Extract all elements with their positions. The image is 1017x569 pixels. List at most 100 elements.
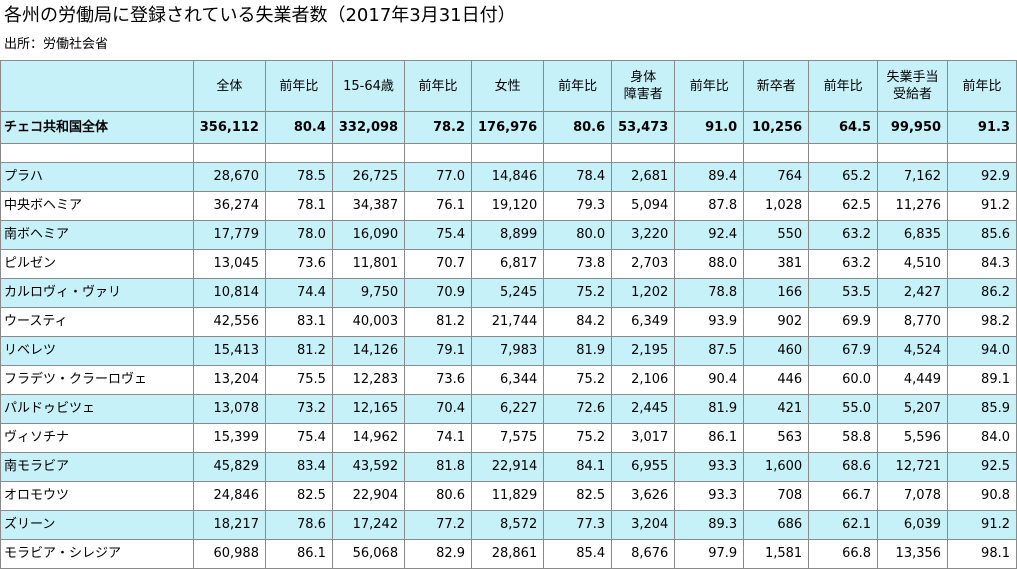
table-cell: 7,575 xyxy=(471,423,545,453)
column-header: 前年比 xyxy=(808,60,879,112)
column-header: 前年比 xyxy=(404,60,473,112)
table-cell: 82.5 xyxy=(543,481,613,511)
table-cell: 91.3 xyxy=(947,111,1017,144)
table-cell: 98.2 xyxy=(947,307,1017,337)
table-cell: 4,449 xyxy=(877,365,949,395)
table-cell: 63.2 xyxy=(808,249,879,279)
table-cell: 86.1 xyxy=(264,539,333,569)
table-cell: 86.2 xyxy=(947,278,1017,308)
table-cell: 77.3 xyxy=(543,510,613,540)
spacer-cell xyxy=(404,143,473,163)
table-cell: 78.8 xyxy=(674,278,745,308)
table-cell: 7,983 xyxy=(471,336,545,366)
table-cell: 83.1 xyxy=(264,307,333,337)
table-cell: 85.6 xyxy=(947,220,1017,250)
table-cell: 89.4 xyxy=(674,162,745,192)
table-cell: 63.2 xyxy=(808,220,879,250)
table-cell: 73.8 xyxy=(543,249,613,279)
table-cell: 91.2 xyxy=(947,191,1017,221)
table-cell: 81.8 xyxy=(404,452,473,482)
region-name: ズリーン xyxy=(0,510,194,540)
table-cell: 79.3 xyxy=(543,191,613,221)
table-row: ピルゼン 13,045 73.6 11,801 70.7 6,817 73.8 2,703 88… xyxy=(0,249,1017,279)
region-name: プラハ xyxy=(0,162,194,192)
table-cell: 58.8 xyxy=(808,423,879,453)
column-header: 新卒者 xyxy=(743,60,810,112)
table-cell: 98.1 xyxy=(947,539,1017,569)
table-cell: 70.4 xyxy=(404,394,473,424)
table-cell: 87.8 xyxy=(674,191,745,221)
table-cell: 80.6 xyxy=(404,481,473,511)
table-cell: 1,202 xyxy=(611,278,676,308)
table-cell: 24,846 xyxy=(192,481,266,511)
table-cell: 75.2 xyxy=(543,365,613,395)
table-row: フラデツ・クラーロヴェ 13,204 75.5 12,283 73.6 6,344 75.2… xyxy=(0,365,1017,395)
table-cell: 14,962 xyxy=(331,423,406,453)
table-cell: 67.9 xyxy=(808,336,879,366)
table-cell: 88.0 xyxy=(674,249,745,279)
column-header: 15-64歳 xyxy=(331,60,406,112)
table-cell: 764 xyxy=(743,162,810,192)
table-cell: 85.4 xyxy=(543,539,613,569)
table-cell: 92.9 xyxy=(947,162,1017,192)
table-cell: 78.1 xyxy=(264,191,333,221)
region-name: 南ボヘミア xyxy=(0,220,194,250)
table-cell: 9,750 xyxy=(331,278,406,308)
table-cell: 91.0 xyxy=(674,111,745,144)
header-corner xyxy=(0,60,194,112)
table-cell: 1,600 xyxy=(743,452,810,482)
table-cell: 75.5 xyxy=(264,365,333,395)
table-cell: 5,207 xyxy=(877,394,949,424)
table-cell: 421 xyxy=(743,394,810,424)
region-name: カルロヴィ・ヴァリ xyxy=(0,278,194,308)
table-body: チェコ共和国全体 356,112 80.4 332,098 78.2 176,976 80.… xyxy=(0,111,1017,569)
spacer-cell xyxy=(331,143,406,163)
spacer-cell xyxy=(743,143,810,163)
table-cell: 3,017 xyxy=(611,423,676,453)
table-cell: 332,098 xyxy=(331,111,406,144)
table-cell: 166 xyxy=(743,278,810,308)
table-row: ヴィソチナ 15,399 75.4 14,962 74.1 7,575 75.2 3,017 8… xyxy=(0,423,1017,453)
table-cell: 75.2 xyxy=(543,278,613,308)
table-cell: 93.3 xyxy=(674,452,745,482)
table-cell: 53.5 xyxy=(808,278,879,308)
table-cell: 99,950 xyxy=(877,111,949,144)
spacer-cell xyxy=(0,143,194,163)
table-cell: 6,227 xyxy=(471,394,545,424)
table-cell: 90.4 xyxy=(674,365,745,395)
region-name: チェコ共和国全体 xyxy=(0,111,194,144)
table-cell: 17,779 xyxy=(192,220,266,250)
spacer-cell xyxy=(947,143,1017,163)
table-cell: 65.2 xyxy=(808,162,879,192)
table-cell: 10,256 xyxy=(743,111,810,144)
column-header: 身体 障害者 xyxy=(611,60,676,112)
table-cell: 80.0 xyxy=(543,220,613,250)
table-cell: 22,904 xyxy=(331,481,406,511)
table-cell: 78.4 xyxy=(543,162,613,192)
region-name: リベレツ xyxy=(0,336,194,366)
table-cell: 42,556 xyxy=(192,307,266,337)
region-name: 南モラビア xyxy=(0,452,194,482)
region-name: オロモウツ xyxy=(0,481,194,511)
table-cell: 6,344 xyxy=(471,365,545,395)
table-row: 中央ボヘミア 36,274 78.1 34,387 76.1 19,120 79.3 5,09… xyxy=(0,191,1017,221)
source-note: 出所：労働社会省 xyxy=(4,37,109,52)
table-cell: 11,801 xyxy=(331,249,406,279)
table-cell: 60,988 xyxy=(192,539,266,569)
table-cell: 550 xyxy=(743,220,810,250)
table-row: プラハ 28,670 78.5 26,725 77.0 14,846 78.4 2,681 89… xyxy=(0,162,1017,192)
column-header: 女性 xyxy=(471,60,545,112)
table-cell: 26,725 xyxy=(331,162,406,192)
table-cell: 15,399 xyxy=(192,423,266,453)
spacer-cell xyxy=(192,143,266,163)
table-cell: 22,914 xyxy=(471,452,545,482)
region-name: パルドゥビツェ xyxy=(0,394,194,424)
table-cell: 356,112 xyxy=(192,111,266,144)
table-cell: 81.9 xyxy=(674,394,745,424)
table-cell: 34,387 xyxy=(331,191,406,221)
table-cell: 53,473 xyxy=(611,111,676,144)
table-cell: 13,078 xyxy=(192,394,266,424)
column-header: 前年比 xyxy=(674,60,745,112)
table-cell: 1,581 xyxy=(743,539,810,569)
region-name: ヴィソチナ xyxy=(0,423,194,453)
